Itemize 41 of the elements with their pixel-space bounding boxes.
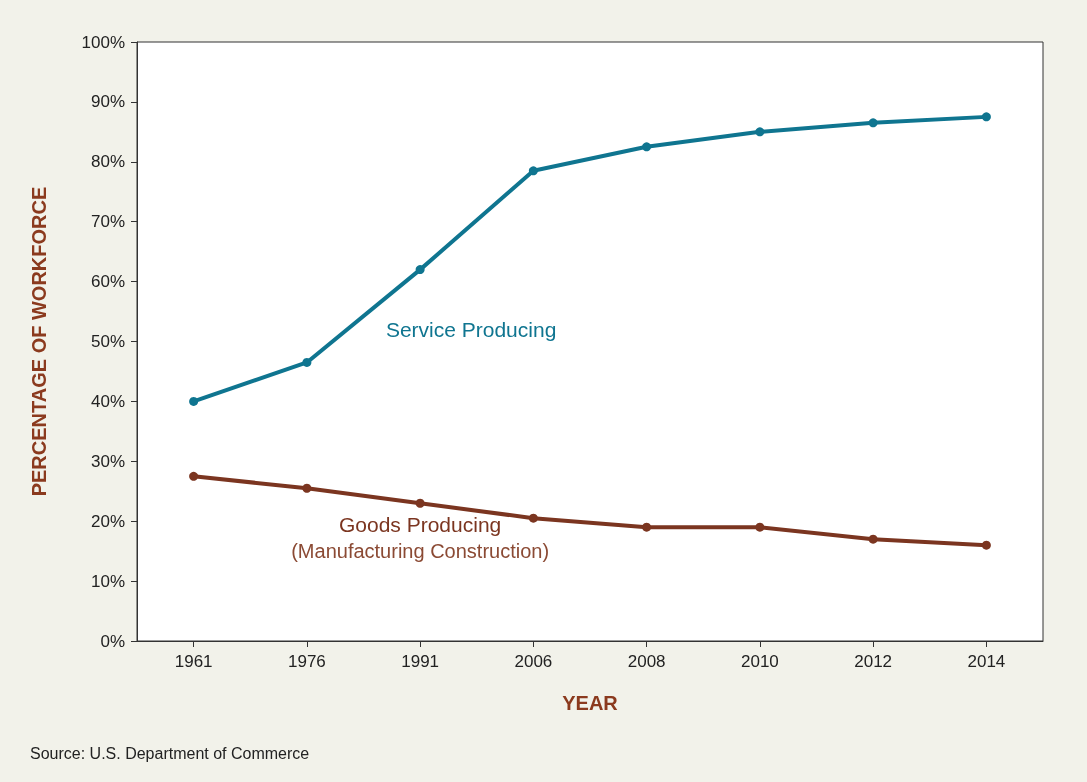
series-label: Goods Producing	[338, 512, 502, 536]
point	[868, 534, 878, 544]
point	[528, 513, 538, 523]
y-tick-label: 80%	[90, 152, 125, 172]
x-tick-label: 2010	[740, 652, 779, 671]
point	[302, 483, 312, 493]
point	[981, 112, 991, 122]
point	[415, 498, 425, 508]
y-tick-label: 60%	[90, 272, 125, 292]
x-tick-label: 2008	[627, 652, 666, 671]
point	[528, 166, 538, 176]
point	[189, 471, 199, 481]
y-tick-label: 90%	[90, 92, 125, 112]
y-tick-label: 10%	[90, 571, 125, 591]
y-tick-label: 20%	[90, 511, 125, 531]
point	[755, 522, 765, 532]
x-tick-label: 2006	[514, 652, 553, 671]
y-axis-title: PERCENTAGE OF WORKFORCE	[28, 186, 50, 497]
x-tick-label: 2012	[854, 652, 893, 671]
series-label: Service Producing	[385, 318, 557, 342]
point	[189, 396, 199, 406]
y-tick-label: 30%	[90, 451, 125, 471]
point	[302, 357, 312, 367]
point	[642, 522, 652, 532]
x-tick-label: 1976	[287, 652, 326, 671]
point	[981, 540, 991, 550]
x-tick-label: 1991	[401, 652, 440, 671]
y-tick-label: 100%	[81, 32, 125, 52]
point	[868, 118, 878, 128]
annotation: (Manufacturing Construction)	[291, 540, 550, 563]
point	[415, 265, 425, 275]
y-tick-label: 40%	[90, 391, 125, 411]
y-tick-label: 70%	[90, 212, 125, 232]
x-tick-label: 2014	[967, 652, 1006, 671]
y-tick-label: 50%	[90, 332, 125, 351]
x-tick-label: 1961	[174, 652, 213, 671]
y-tick-label: 0%	[100, 631, 125, 651]
point	[642, 142, 652, 152]
x-axis-title: YEAR	[562, 692, 619, 714]
point	[755, 127, 765, 137]
source-note: Source: U.S. Department of Commerce	[30, 744, 310, 762]
